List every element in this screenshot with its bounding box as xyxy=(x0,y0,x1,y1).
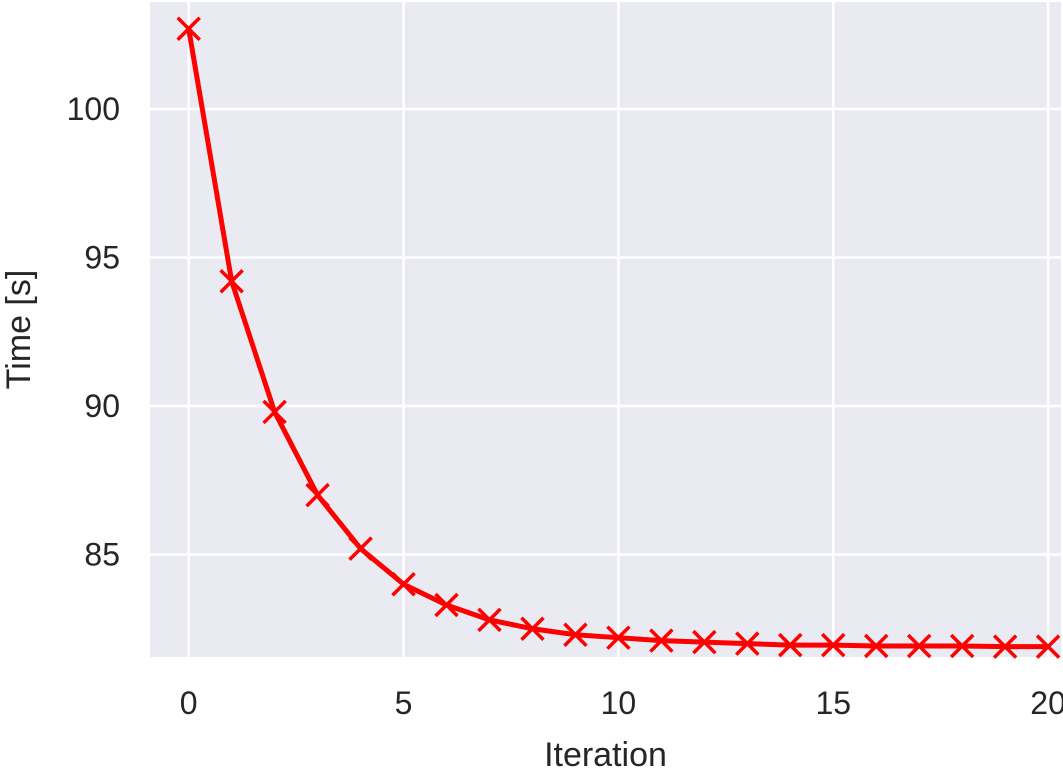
y-tick-label: 95 xyxy=(84,239,120,275)
x-axis-label: Iteration xyxy=(544,736,667,774)
y-tick-label: 100 xyxy=(67,91,120,127)
data-point-marker xyxy=(434,592,459,618)
x-tick-label: 20 xyxy=(1030,685,1063,721)
data-point-marker xyxy=(778,632,803,658)
data-point-marker xyxy=(348,536,373,561)
data-point-marker xyxy=(949,633,975,659)
data-point-marker xyxy=(563,622,588,647)
data-point-marker xyxy=(649,628,674,653)
x-tick-label: 5 xyxy=(395,685,413,721)
data-point-marker xyxy=(219,268,244,294)
y-axis-label: Time [s] xyxy=(0,270,38,390)
data-point-marker xyxy=(1035,634,1061,659)
x-axis-ticks: 0 5 10 15 20 xyxy=(180,685,1063,721)
data-point-marker xyxy=(305,482,330,508)
x-tick-label: 10 xyxy=(601,685,637,721)
data-point-marker xyxy=(176,16,201,41)
data-point-marker xyxy=(906,633,932,659)
data-point-marker xyxy=(606,625,631,650)
data-point-marker xyxy=(821,632,846,658)
plot-area xyxy=(150,2,1061,657)
y-tick-label: 85 xyxy=(84,537,120,573)
y-tick-label: 90 xyxy=(84,388,120,424)
data-point-marker xyxy=(992,634,1018,659)
data-point-marker xyxy=(863,633,889,659)
y-axis-ticks: 85 90 95 100 xyxy=(67,91,120,573)
x-tick-label: 15 xyxy=(815,685,851,721)
x-tick-label: 0 xyxy=(180,685,198,721)
data-point-marker xyxy=(735,631,760,656)
data-point-marker xyxy=(262,399,287,425)
grid xyxy=(150,2,1061,657)
series xyxy=(176,16,1061,659)
data-point-marker xyxy=(692,629,717,655)
data-point-marker xyxy=(520,616,545,642)
data-point-marker xyxy=(391,571,416,597)
data-point-marker xyxy=(477,607,502,633)
